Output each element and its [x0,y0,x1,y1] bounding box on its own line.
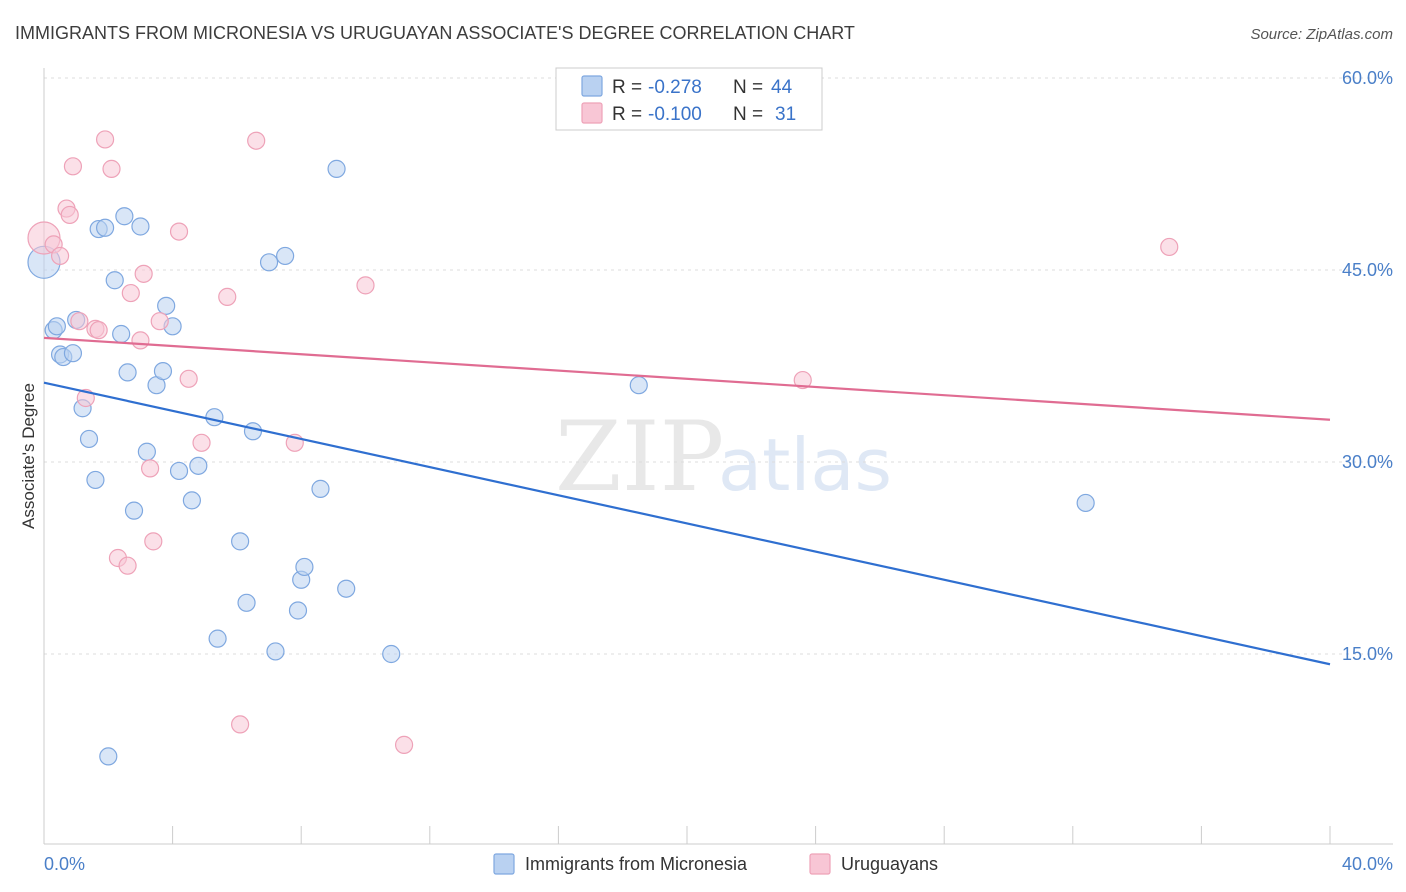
watermark-zip: ZIP [555,401,724,513]
point-micronesia-33 [276,246,295,266]
point-micronesia-40 [382,644,401,664]
point-micronesia-32 [266,642,285,661]
point-uruguayans-5 [63,157,83,176]
x-tick-marks [43,826,1331,844]
point-micronesia-25 [189,456,208,475]
bottom-legend-swatch-uruguayans [809,853,831,875]
point-uruguayans-13 [118,556,137,575]
point-micronesia-5 [63,344,83,363]
y-tick-label-30: 30.0% [1342,452,1393,472]
x-tick-label-min: 0.0% [44,854,85,874]
point-uruguayans-20 [169,222,189,241]
point-uruguayans-28 [394,735,414,754]
legend-r-value-1: -0.278 [648,77,702,98]
y-tick-label-60: 60.0% [1342,68,1393,88]
trend-line-uruguayans [43,336,1331,421]
point-micronesia-43 [99,747,118,766]
legend-r-label-2: R = [612,104,642,125]
point-uruguayans-23 [218,287,237,306]
point-micronesia-15 [118,363,137,382]
point-uruguayans-22 [192,433,211,452]
legend-swatch-uruguayans [581,102,603,124]
legend-n-value-2: 31 [775,104,796,125]
watermark-atlas: atlas [718,423,892,507]
point-uruguayans-19 [150,312,169,331]
point-micronesia-16 [124,501,144,520]
point-micronesia-36 [295,557,314,577]
point-micronesia-17 [131,217,150,236]
point-micronesia-34 [288,601,308,620]
point-uruguayans-24 [231,715,250,734]
y-axis-label: Associate's Degree [19,383,38,529]
point-micronesia-2 [47,317,66,336]
chart-title: IMMIGRANTS FROM MICRONESIA VS URUGUAYAN … [15,23,855,43]
point-micronesia-28 [231,532,250,551]
point-uruguayans-27 [356,276,375,295]
series-uruguayans-points [27,130,1179,754]
point-micronesia-26 [205,408,224,427]
point-uruguayans-30 [1160,237,1179,257]
point-uruguayans-15 [131,331,150,350]
point-micronesia-14 [115,207,134,226]
stats-legend: R = -0.278 N = 44 R = -0.100 N = 31 [555,67,823,131]
series-legend: Immigrants from Micronesia Uruguayans [493,853,938,875]
point-uruguayans-4 [60,205,79,225]
legend-r-label-1: R = [612,77,642,98]
y-tick-label-15: 15.0% [1342,644,1393,664]
bottom-legend-label-micronesia: Immigrants from Micronesia [525,854,748,874]
point-uruguayans-17 [140,459,160,478]
point-micronesia-30 [243,422,263,441]
point-micronesia-20 [153,362,173,381]
watermark: ZIP atlas [555,401,892,513]
point-micronesia-29 [237,593,256,612]
point-micronesia-41 [629,376,648,395]
point-uruguayans-29 [793,370,812,390]
point-uruguayans-21 [179,369,198,388]
point-micronesia-37 [311,479,330,498]
chart-source: Source: ZipAtlas.com [1250,26,1393,43]
x-tick-label-max: 40.0% [1342,854,1393,874]
point-micronesia-8 [79,429,99,449]
point-uruguayans-18 [144,532,163,551]
point-micronesia-39 [337,579,356,598]
legend-swatch-micronesia [581,75,603,97]
point-micronesia-42 [1076,493,1095,513]
point-micronesia-18 [137,442,156,461]
point-uruguayans-14 [121,283,140,303]
point-uruguayans-11 [102,159,121,178]
y-tick-label-45: 45.0% [1342,260,1393,280]
point-micronesia-13 [112,324,131,344]
legend-n-label-2: N = [733,104,763,125]
legend-r-value-2: -0.100 [648,104,702,125]
y-tick-labels: 15.0% 30.0% 45.0% 60.0% [1342,68,1393,664]
point-micronesia-11 [95,218,115,237]
point-micronesia-9 [86,470,105,490]
point-micronesia-24 [182,491,201,510]
gridlines [44,77,1393,655]
bottom-legend-label-uruguayans: Uruguayans [841,854,938,874]
point-uruguayans-16 [134,264,153,283]
point-micronesia-31 [259,253,279,272]
trend-lines [43,336,1331,666]
point-uruguayans-25 [247,131,266,150]
point-micronesia-21 [157,296,176,315]
trend-line-micronesia [43,381,1331,666]
point-micronesia-27 [208,629,227,648]
legend-n-value-1: 44 [771,77,793,98]
point-micronesia-12 [105,271,124,290]
point-uruguayans-6 [70,312,89,331]
point-micronesia-38 [327,159,346,178]
point-micronesia-23 [169,461,189,481]
bottom-legend-swatch-micronesia [493,853,515,875]
series-micronesia-points [27,159,1095,766]
point-uruguayans-9 [89,321,108,340]
point-uruguayans-10 [95,130,115,149]
point-uruguayans-2 [50,246,70,266]
legend-n-label-1: N = [733,77,763,98]
